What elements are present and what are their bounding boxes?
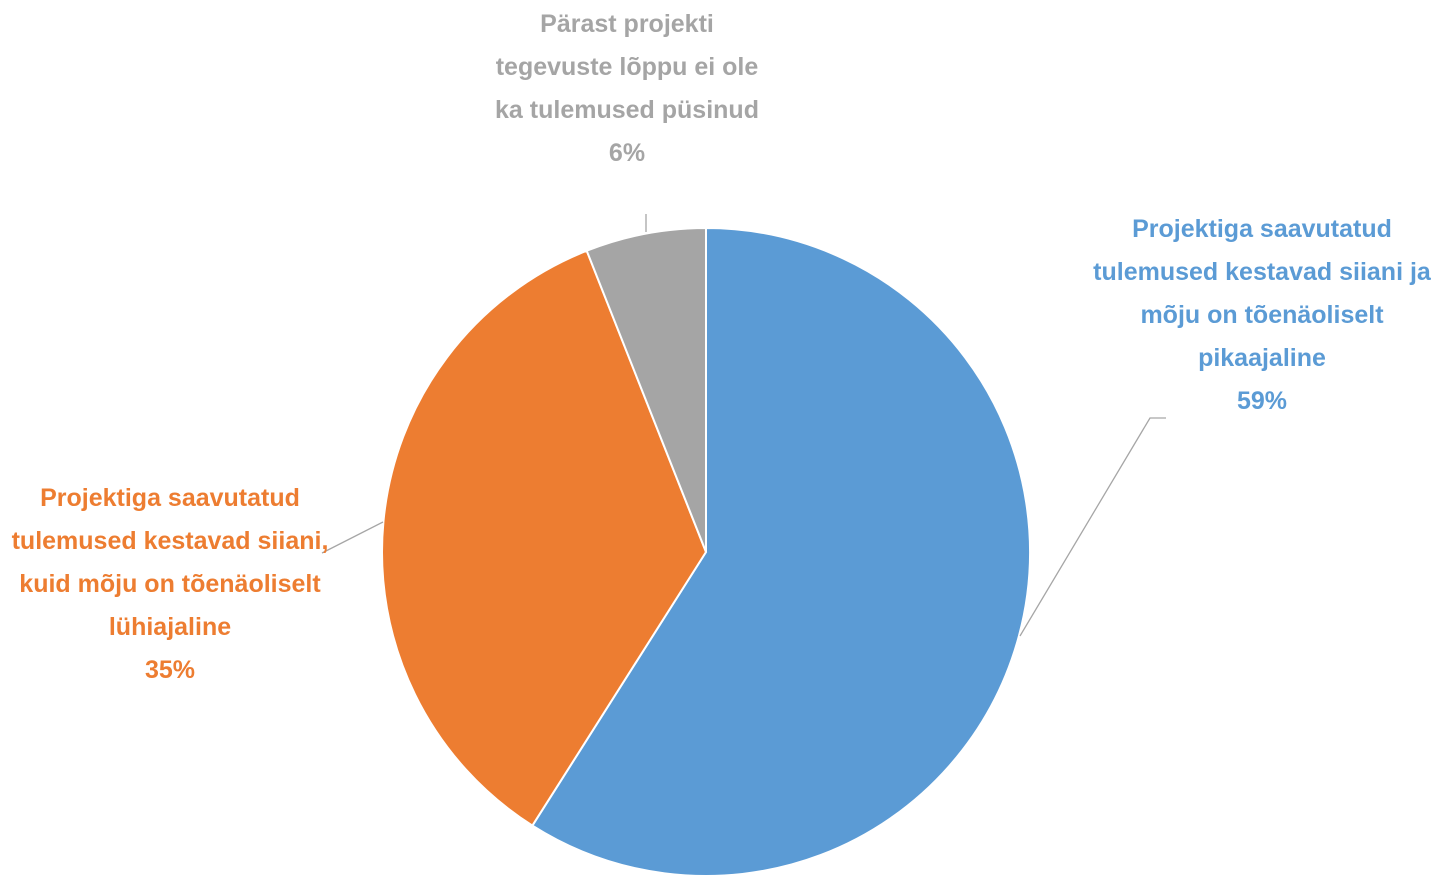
- pie-slice: [585, 226, 707, 553]
- leader-line: [321, 521, 384, 554]
- value-label: 35%: [144, 656, 196, 684]
- value-label: 6%: [608, 139, 646, 167]
- data-label: Pärast projekti tegevuste lõppu ei ole k…: [487, 3, 767, 175]
- data-label: Projektiga saavutatud tulemused kestavad…: [1092, 208, 1431, 423]
- category-label: Projektiga saavutatud tulemused kestavad…: [11, 484, 329, 641]
- pie-slice: [381, 249, 708, 827]
- leader-line: [1019, 417, 1166, 637]
- category-label: Projektiga saavutatud tulemused kestavad…: [1093, 215, 1431, 372]
- category-label: Pärast projekti tegevuste lõppu ei ole k…: [495, 10, 759, 124]
- data-label: Projektiga saavutatud tulemused kestavad…: [0, 477, 340, 692]
- value-label: 59%: [1236, 387, 1288, 415]
